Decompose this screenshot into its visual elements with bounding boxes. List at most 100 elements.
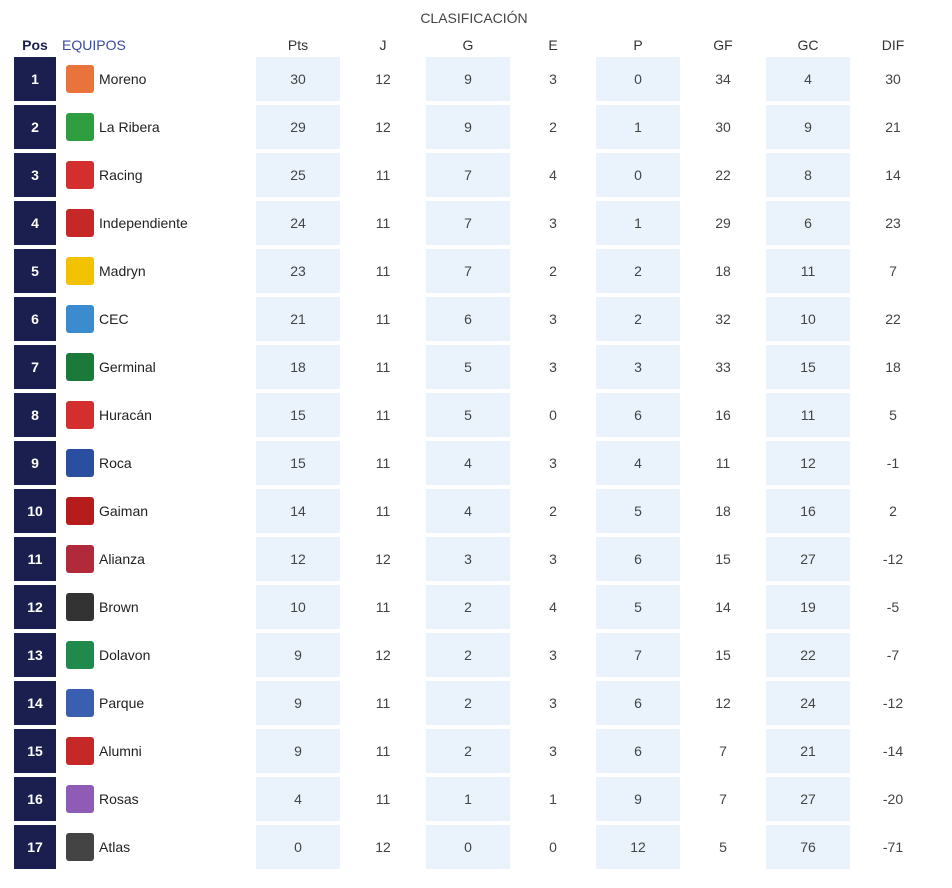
team-name: Madryn [99, 263, 146, 279]
stat-cell: 2 [426, 585, 510, 629]
stat-cell: 30 [256, 57, 340, 101]
stat-cell: -20 [882, 791, 904, 807]
stat-cell: 7 [426, 153, 510, 197]
header-stat: DIF [881, 37, 905, 53]
header-stat: G [462, 37, 474, 53]
stat-cell: 15 [256, 393, 340, 437]
stat-cell: 9 [426, 105, 510, 149]
stat-cell: 9 [766, 105, 850, 149]
team-cell[interactable]: Brown [62, 585, 255, 629]
team-cell[interactable]: Roca [62, 441, 255, 485]
stat-cell: 0 [549, 407, 557, 423]
stat-cell: 15 [256, 441, 340, 485]
stat-cell: 12 [596, 825, 680, 869]
team-cell[interactable]: Huracán [62, 393, 255, 437]
team-crest [66, 65, 94, 93]
stat-cell: 23 [885, 215, 901, 231]
position-cell: 8 [14, 393, 56, 437]
stat-cell: 11 [375, 503, 391, 519]
stat-cell: 11 [375, 455, 391, 471]
team-cell[interactable]: Germinal [62, 345, 255, 389]
team-cell[interactable]: La Ribera [62, 105, 255, 149]
stat-cell: 3 [426, 537, 510, 581]
team-cell[interactable]: Independiente [62, 201, 255, 245]
stat-cell: 4 [426, 489, 510, 533]
stat-cell: 29 [715, 215, 731, 231]
position-cell: 12 [14, 585, 56, 629]
stat-cell: 7 [426, 201, 510, 245]
stat-cell: 6 [596, 537, 680, 581]
stat-cell: 8 [766, 153, 850, 197]
team-crest [66, 305, 94, 333]
stat-cell: 18 [256, 345, 340, 389]
stat-cell: 22 [715, 167, 731, 183]
stat-cell: 5 [889, 407, 897, 423]
team-cell[interactable]: Dolavon [62, 633, 255, 677]
stat-cell: 11 [766, 393, 850, 437]
stat-cell: -14 [882, 743, 904, 759]
team-name: La Ribera [99, 119, 160, 135]
stat-cell: 12 [715, 695, 731, 711]
team-crest [66, 833, 94, 861]
team-crest [66, 401, 94, 429]
stat-cell: 33 [715, 359, 731, 375]
stat-cell: 7 [719, 743, 727, 759]
stat-cell: 2 [596, 249, 680, 293]
header-pos: Pos [22, 37, 48, 53]
stat-cell: 4 [426, 441, 510, 485]
team-cell[interactable]: CEC [62, 297, 255, 341]
header-stat: J [379, 37, 387, 53]
stat-cell: 11 [375, 743, 391, 759]
stat-cell: 9 [256, 633, 340, 677]
team-cell[interactable]: Alianza [62, 537, 255, 581]
team-cell[interactable]: Rosas [62, 777, 255, 821]
team-cell[interactable]: Parque [62, 681, 255, 725]
team-name: Huracán [99, 407, 152, 423]
stat-cell: 0 [549, 839, 557, 855]
position-cell: 10 [14, 489, 56, 533]
team-crest [66, 785, 94, 813]
team-name: Gaiman [99, 503, 149, 519]
team-cell[interactable]: Madryn [62, 249, 255, 293]
team-name: Atlas [99, 839, 131, 855]
team-cell[interactable]: Alumni [62, 729, 255, 773]
position-cell: 16 [14, 777, 56, 821]
stat-cell: 6 [596, 681, 680, 725]
team-crest [66, 257, 94, 285]
stat-cell: 1 [596, 201, 680, 245]
team-crest [66, 113, 94, 141]
stat-cell: 7 [889, 263, 897, 279]
stat-cell: 1 [426, 777, 510, 821]
stat-cell: 24 [766, 681, 850, 725]
stat-cell: 7 [719, 791, 727, 807]
team-crest [66, 353, 94, 381]
stat-cell: 4 [766, 57, 850, 101]
stat-cell: 0 [596, 57, 680, 101]
team-cell[interactable]: Racing [62, 153, 255, 197]
stat-cell: 6 [596, 729, 680, 773]
position-cell: 9 [14, 441, 56, 485]
stat-cell: 12 [375, 119, 391, 135]
stat-cell: 24 [256, 201, 340, 245]
team-cell[interactable]: Atlas [62, 825, 255, 869]
team-cell[interactable]: Gaiman [62, 489, 255, 533]
team-name: Brown [99, 599, 139, 615]
team-cell[interactable]: Moreno [62, 57, 255, 101]
stat-cell: 7 [596, 633, 680, 677]
stat-cell: 30 [715, 119, 731, 135]
stat-cell: 12 [375, 839, 391, 855]
stat-cell: 16 [766, 489, 850, 533]
stat-cell: 6 [426, 297, 510, 341]
position-cell: 11 [14, 537, 56, 581]
stat-cell: 9 [256, 681, 340, 725]
stat-cell: 18 [885, 359, 901, 375]
stat-cell: 10 [766, 297, 850, 341]
stat-cell: 3 [549, 311, 557, 327]
stat-cell: 21 [256, 297, 340, 341]
stat-cell: -5 [886, 599, 900, 615]
position-cell: 1 [14, 57, 56, 101]
stat-cell: 14 [885, 167, 901, 183]
stat-cell: 34 [715, 71, 731, 87]
stat-cell: 2 [426, 729, 510, 773]
